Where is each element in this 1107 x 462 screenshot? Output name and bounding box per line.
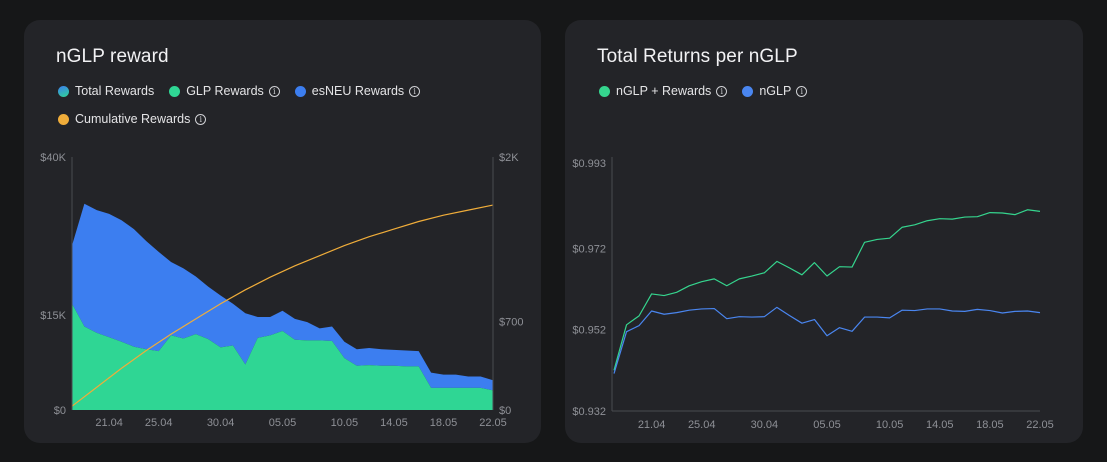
legend-item[interactable]: nGLP i bbox=[742, 84, 808, 98]
y-left-tick-label: $0 bbox=[54, 405, 66, 417]
y-tick-label: $0.952 bbox=[572, 325, 606, 337]
x-tick-label: 14.05 bbox=[380, 417, 408, 429]
legend-label: nGLP + Rewards bbox=[616, 84, 712, 98]
glp-rewards-area bbox=[72, 303, 493, 410]
nglp-plus-rewards-line bbox=[613, 209, 1041, 371]
total-returns-card: Total Returns per nGLP nGLP + Rewards i nG… bbox=[565, 20, 1083, 443]
legend: Total Rewards GLP Rewards i esNEU Rewards i bbox=[58, 84, 435, 98]
legend-dot-icon bbox=[599, 85, 610, 97]
legend-label: Total Rewards bbox=[75, 84, 155, 98]
x-tick-label: 10.05 bbox=[876, 419, 904, 431]
legend: nGLP + Rewards i nGLP i bbox=[599, 84, 822, 98]
legend-item[interactable]: Cumulative Rewards i bbox=[58, 112, 207, 126]
y-right-tick-label: $700 bbox=[499, 316, 523, 328]
legend-label: Cumulative Rewards bbox=[75, 112, 191, 126]
x-tick-label: 18.05 bbox=[976, 419, 1004, 431]
chart-title: Total Returns per nGLP bbox=[597, 46, 798, 67]
x-tick-label: 22.05 bbox=[1026, 419, 1054, 431]
x-tick-label: 21.04 bbox=[638, 419, 666, 431]
x-tick-label: 25.04 bbox=[688, 419, 716, 431]
y-left-tick-label: $15K bbox=[40, 310, 66, 322]
legend-dot-icon bbox=[58, 113, 69, 125]
nglp-reward-card: nGLP reward Total Rewards GLP Rewards i esN… bbox=[24, 20, 541, 443]
info-icon[interactable]: i bbox=[796, 85, 808, 97]
nglp-reward-chart: $0 $15K $40K $0 $700 $2K 21.04 25.04 30.04 05.05 1… bbox=[40, 152, 523, 429]
info-icon[interactable]: i bbox=[268, 85, 280, 97]
esneu-rewards-area bbox=[72, 203, 493, 391]
legend-dot-icon bbox=[169, 85, 181, 97]
legend-dot-icon bbox=[58, 85, 69, 97]
info-icon[interactable]: i bbox=[409, 85, 421, 97]
x-tick-label: 05.05 bbox=[813, 419, 841, 431]
legend-dot-icon bbox=[294, 85, 306, 97]
total-returns-chart: $0.932 $0.952 $0.972 $0.993 21.04 25.04 30.04 0… bbox=[572, 157, 1054, 431]
x-tick-label: 30.04 bbox=[207, 417, 235, 429]
legend-item[interactable]: nGLP + Rewards i bbox=[599, 84, 728, 98]
y-left-tick-label: $40K bbox=[40, 152, 66, 164]
cumulative-rewards-line bbox=[71, 204, 494, 407]
y-tick-label: $0.972 bbox=[572, 243, 606, 255]
nglp-line bbox=[613, 306, 1041, 374]
legend-label: GLP Rewards bbox=[186, 84, 264, 98]
legend-label: esNEU Rewards bbox=[311, 84, 405, 98]
y-tick-label: $0.993 bbox=[572, 158, 606, 170]
y-right-tick-label: $0 bbox=[499, 405, 511, 417]
legend-label: nGLP bbox=[759, 84, 792, 98]
y-tick-label: $0.932 bbox=[572, 406, 606, 418]
x-tick-label: 18.05 bbox=[430, 417, 458, 429]
legend-item[interactable]: esNEU Rewards i bbox=[294, 84, 421, 98]
x-tick-label: 14.05 bbox=[926, 419, 954, 431]
x-tick-label: 25.04 bbox=[145, 417, 173, 429]
chart-title: nGLP reward bbox=[56, 46, 169, 67]
x-tick-label: 30.04 bbox=[751, 419, 779, 431]
legend-dot-icon bbox=[742, 85, 754, 97]
legend-item[interactable]: Total Rewards bbox=[58, 84, 154, 98]
x-tick-label: 10.05 bbox=[331, 417, 359, 429]
info-icon[interactable]: i bbox=[195, 113, 207, 125]
x-tick-label: 22.05 bbox=[479, 417, 507, 429]
legend-item[interactable]: GLP Rewards i bbox=[169, 84, 280, 98]
x-tick-label: 05.05 bbox=[269, 417, 297, 429]
info-icon[interactable]: i bbox=[716, 85, 728, 97]
y-right-tick-label: $2K bbox=[499, 152, 519, 164]
x-tick-label: 21.04 bbox=[95, 417, 123, 429]
legend: Cumulative Rewards i bbox=[58, 112, 221, 126]
